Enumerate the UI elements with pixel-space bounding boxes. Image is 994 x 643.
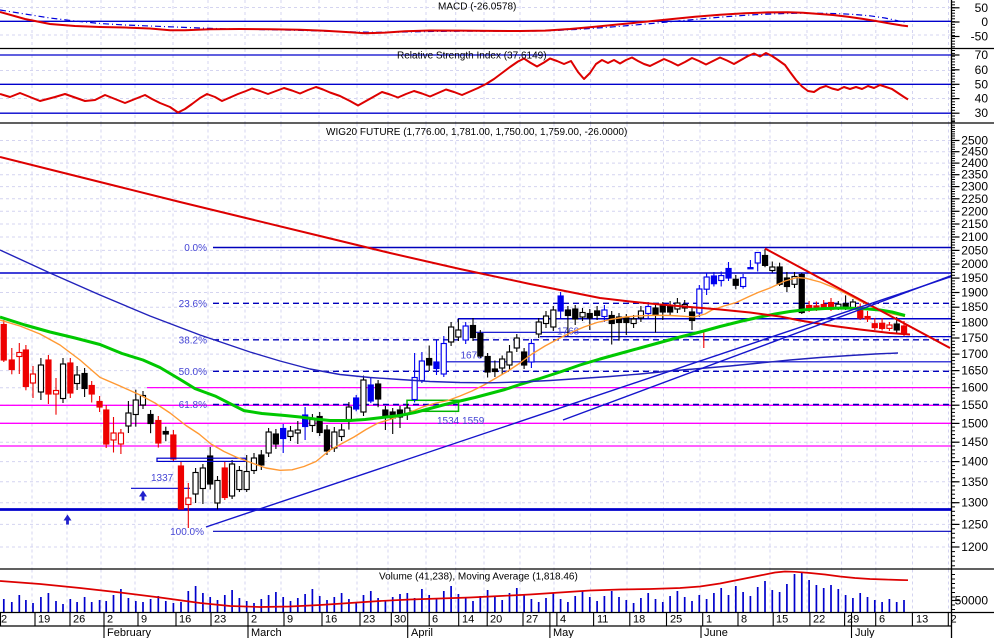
svg-text:6: 6 xyxy=(432,614,438,626)
svg-text:2450: 2450 xyxy=(961,145,988,159)
svg-text:Relative Strength Index (37.61: Relative Strength Index (37.6149) xyxy=(397,51,547,62)
svg-text:18: 18 xyxy=(633,614,645,626)
svg-text:1: 1 xyxy=(706,614,712,626)
svg-text:70: 70 xyxy=(975,48,989,62)
svg-text:2350: 2350 xyxy=(961,168,988,182)
svg-text:50: 50 xyxy=(975,77,989,91)
svg-text:2: 2 xyxy=(107,614,113,626)
svg-text:1200: 1200 xyxy=(961,540,988,554)
svg-text:1678: 1678 xyxy=(461,350,484,361)
svg-text:38.2%: 38.2% xyxy=(179,335,207,346)
svg-text:1400: 1400 xyxy=(961,455,988,469)
svg-text:1650: 1650 xyxy=(961,364,988,378)
svg-text:0: 0 xyxy=(981,15,988,29)
svg-text:100.0%: 100.0% xyxy=(170,527,204,538)
svg-text:19: 19 xyxy=(38,614,50,626)
svg-text:23: 23 xyxy=(363,614,375,626)
svg-text:1850: 1850 xyxy=(961,300,988,314)
svg-text:22: 22 xyxy=(813,614,825,626)
svg-text:27: 27 xyxy=(526,614,538,626)
svg-text:23: 23 xyxy=(214,614,226,626)
svg-text:1450: 1450 xyxy=(961,435,988,449)
svg-text:1350: 1350 xyxy=(961,475,988,489)
svg-text:2: 2 xyxy=(1,614,7,626)
svg-text:2100: 2100 xyxy=(961,230,988,244)
svg-text:2300: 2300 xyxy=(961,180,988,194)
svg-text:1600: 1600 xyxy=(961,381,988,395)
svg-text:2: 2 xyxy=(951,614,957,626)
svg-text:2050: 2050 xyxy=(961,243,988,257)
svg-text:April: April xyxy=(411,627,433,638)
svg-text:60: 60 xyxy=(975,63,989,77)
svg-text:-50: -50 xyxy=(971,30,989,44)
svg-text:1300: 1300 xyxy=(961,496,988,510)
svg-text:2200: 2200 xyxy=(961,204,988,218)
svg-text:23.6%: 23.6% xyxy=(179,299,207,310)
svg-text:1750: 1750 xyxy=(961,331,988,345)
svg-text:13: 13 xyxy=(916,614,928,626)
svg-text:February: February xyxy=(107,627,152,638)
svg-text:Volume (41,238), Moving Averag: Volume (41,238), Moving Average (1,818.4… xyxy=(379,572,578,583)
svg-text:30: 30 xyxy=(394,614,406,626)
svg-text:1500: 1500 xyxy=(961,416,988,430)
svg-text:2400: 2400 xyxy=(961,156,988,170)
svg-text:June: June xyxy=(704,627,728,638)
svg-text:6: 6 xyxy=(879,614,885,626)
svg-text:30: 30 xyxy=(975,106,989,120)
svg-text:20: 20 xyxy=(490,614,502,626)
svg-text:50.0%: 50.0% xyxy=(179,367,207,378)
svg-text:25: 25 xyxy=(670,614,682,626)
svg-text:26: 26 xyxy=(73,614,85,626)
svg-text:16: 16 xyxy=(325,614,337,626)
svg-text:15: 15 xyxy=(776,614,788,626)
svg-text:1800: 1800 xyxy=(961,315,988,329)
svg-text:2000: 2000 xyxy=(961,257,988,271)
svg-text:1950: 1950 xyxy=(961,271,988,285)
svg-text:9: 9 xyxy=(287,614,293,626)
svg-text:2150: 2150 xyxy=(961,217,988,231)
svg-text:May: May xyxy=(553,627,574,638)
svg-text:4: 4 xyxy=(560,614,566,626)
svg-text:MACD (-26.0578): MACD (-26.0578) xyxy=(438,2,516,13)
svg-text:1250: 1250 xyxy=(961,517,988,531)
svg-text:9: 9 xyxy=(141,614,147,626)
svg-text:1337: 1337 xyxy=(151,473,174,484)
svg-text:61.8%: 61.8% xyxy=(179,400,207,411)
svg-text:2250: 2250 xyxy=(961,192,988,206)
svg-text:March: March xyxy=(251,627,282,638)
svg-text:8: 8 xyxy=(741,614,747,626)
svg-text:1900: 1900 xyxy=(961,286,988,300)
svg-text:29: 29 xyxy=(847,614,859,626)
svg-text:1700: 1700 xyxy=(961,347,988,361)
svg-text:July: July xyxy=(855,627,875,638)
svg-text:2500: 2500 xyxy=(961,134,988,148)
svg-text:2: 2 xyxy=(251,614,257,626)
svg-text:1550: 1550 xyxy=(961,398,988,412)
svg-text:16: 16 xyxy=(179,614,191,626)
svg-text:1534 1559: 1534 1559 xyxy=(437,416,485,427)
svg-text:40: 40 xyxy=(975,92,989,106)
svg-text:50000: 50000 xyxy=(955,594,989,608)
svg-text:11: 11 xyxy=(597,614,608,626)
svg-text:14: 14 xyxy=(462,614,474,626)
svg-text:50: 50 xyxy=(975,1,989,15)
svg-text:WIG20 FUTURE (1,776.00, 1,781.: WIG20 FUTURE (1,776.00, 1,781.00, 1,750.… xyxy=(326,127,627,138)
svg-text:0.0%: 0.0% xyxy=(184,243,207,254)
